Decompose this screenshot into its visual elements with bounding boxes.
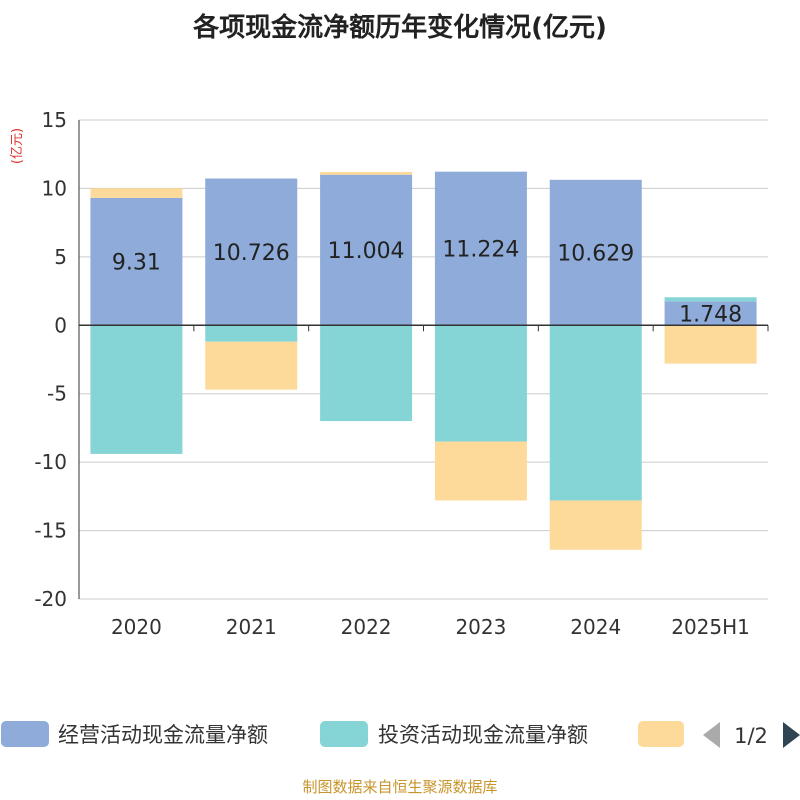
bar-segment — [434, 441, 527, 501]
bar-segment — [90, 325, 183, 454]
x-tick-label: 2023 — [455, 615, 506, 639]
legend-swatch-1[interactable] — [320, 721, 368, 747]
bar-segment — [205, 325, 298, 342]
legend-swatch-0[interactable] — [1, 721, 49, 747]
y-tick-label: -15 — [34, 519, 67, 543]
bar-segment — [664, 297, 757, 302]
bar-segment — [549, 179, 642, 326]
bar-segment — [549, 500, 642, 550]
legend-swatch-2[interactable] — [638, 721, 684, 747]
bar-segment — [90, 188, 183, 198]
bar-segment — [90, 197, 183, 326]
data-label: 10.629 — [557, 242, 634, 267]
bar-segment — [434, 171, 527, 326]
bar-segment — [320, 174, 413, 326]
y-tick-label: -20 — [34, 587, 67, 611]
data-labels: 9.31 10.726 11.004 11.224 10.629 1.748 — [112, 237, 742, 327]
legend-page-indicator: 1/2 — [734, 724, 768, 748]
legend-label-1[interactable]: 投资活动现金流量净额 — [378, 723, 588, 747]
data-label: 11.224 — [442, 237, 519, 262]
y-axis-unit: (亿元) — [10, 128, 25, 164]
x-tick-label: 2025H1 — [671, 615, 750, 639]
bar-segment — [434, 325, 527, 442]
chart-title: 各项现金流净额历年变化情况(亿元) — [192, 12, 607, 43]
bar-segment — [205, 341, 298, 390]
x-tick-label: 2024 — [570, 615, 621, 639]
x-tick-label: 2020 — [111, 615, 162, 639]
data-label: 9.31 — [112, 251, 161, 276]
bar-segment — [664, 301, 757, 326]
bar-segment — [664, 325, 757, 364]
y-tick-label: -10 — [34, 450, 67, 474]
legend-next-arrow-icon[interactable] — [783, 722, 800, 748]
y-tick-label: 5 — [54, 245, 67, 269]
legend-prev-arrow-icon[interactable] — [703, 722, 720, 748]
x-tick-label: 2021 — [226, 615, 277, 639]
legend: 经营活动现金流量净额 投资活动现金流量净额 1/2 — [1, 721, 800, 748]
y-tick-label: 10 — [42, 176, 67, 200]
data-label: 11.004 — [328, 239, 405, 264]
legend-label-0[interactable]: 经营活动现金流量净额 — [58, 723, 268, 747]
x-tick-label: 2022 — [341, 615, 392, 639]
grid — [79, 119, 768, 600]
bars — [90, 171, 757, 550]
y-tick-label: 15 — [42, 108, 67, 132]
axes: 15 10 5 0 -5 -10 -15 -20 2020 2021 2022 2023 2024 202… — [34, 108, 769, 639]
bar-segment — [320, 171, 413, 175]
y-tick-label: 0 — [54, 313, 67, 337]
bar-segment — [549, 325, 642, 501]
data-label: 1.748 — [679, 302, 742, 327]
bar-segment — [320, 325, 413, 422]
data-label: 10.726 — [213, 241, 290, 266]
footer-source: 制图数据来自恒生聚源数据库 — [302, 778, 497, 796]
bar-segment — [205, 178, 298, 326]
y-tick-label: -5 — [47, 382, 67, 406]
